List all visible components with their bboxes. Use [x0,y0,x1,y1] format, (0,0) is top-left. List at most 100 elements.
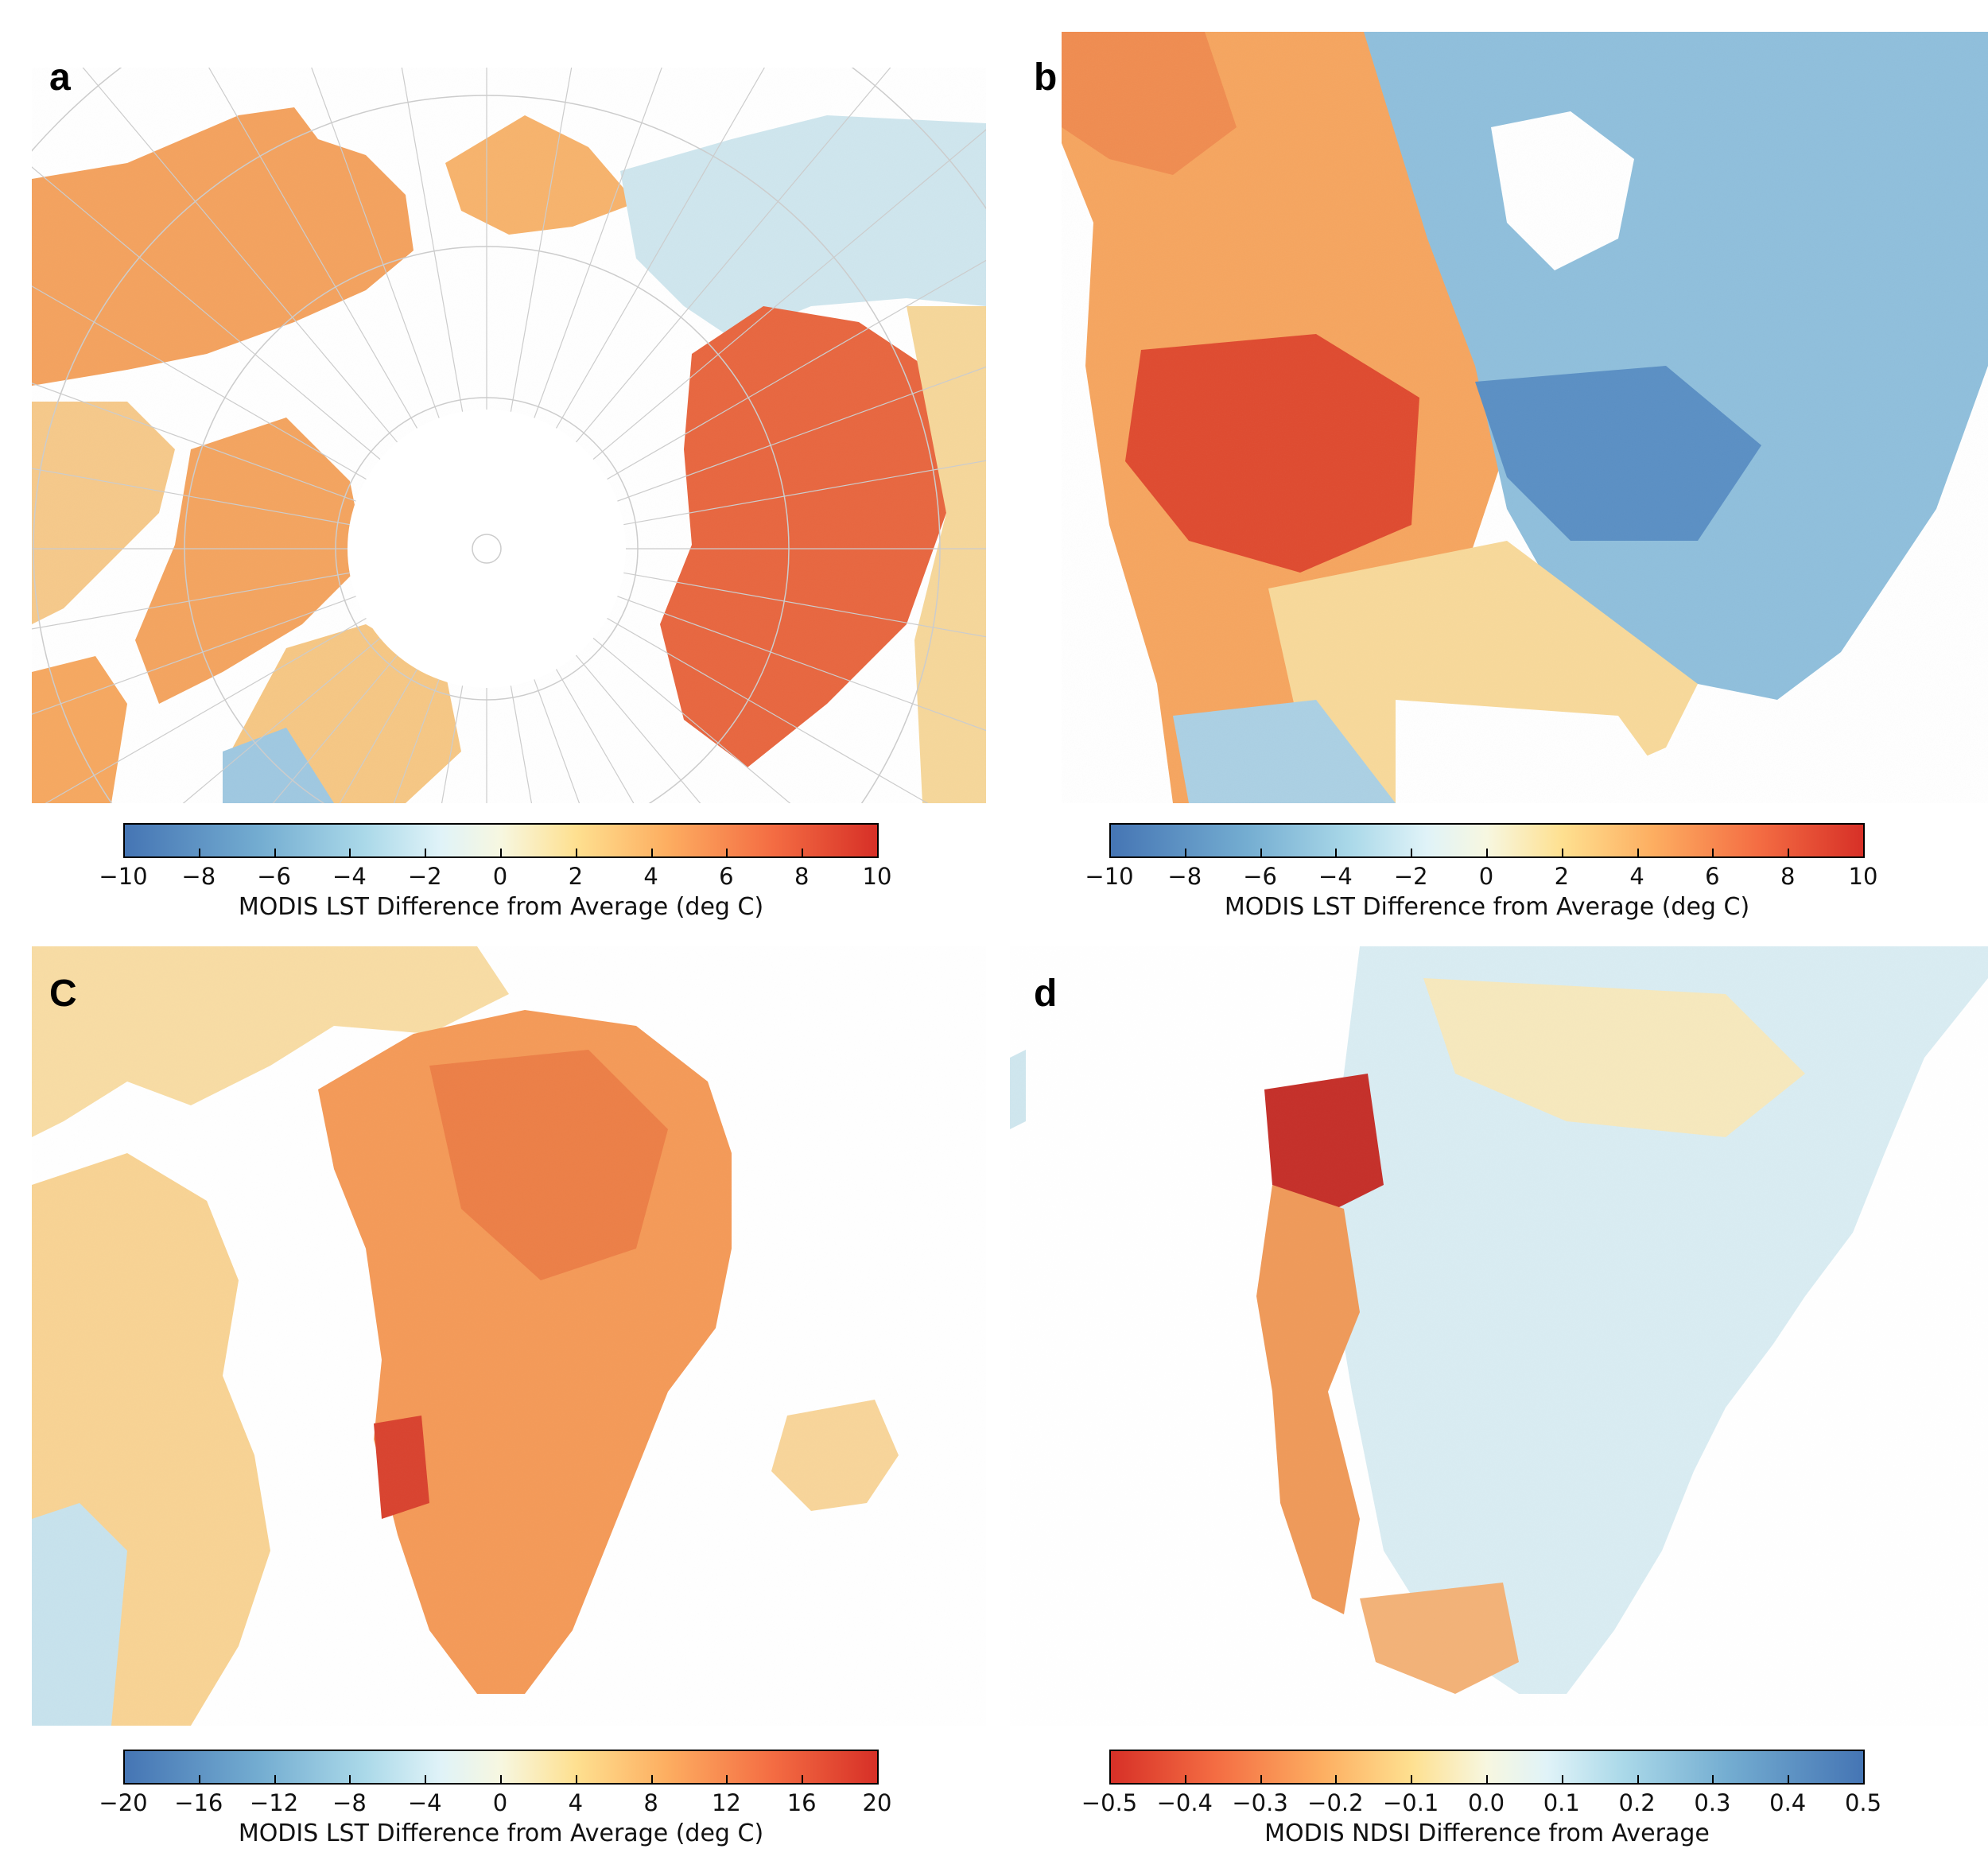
colorbar-tick-label: −6 [257,863,291,890]
colorbar-tick-label: −6 [1243,863,1277,890]
colorbar-tick [726,849,728,858]
colorbar-tick-label: −12 [249,1789,299,1816]
meridian-line [491,68,662,536]
meridian-line [500,550,986,638]
meridian-line [499,259,986,542]
colorbar-tick [349,849,351,858]
meridian-line [82,68,478,538]
colorbar-tick-label: 8 [643,1789,658,1816]
meridian-line [499,553,986,732]
panel-letter-b: b [1034,56,1058,99]
colorbar-b: −10 −8 −6 −4 −2 0 2 4 6 8 10 MODIS LST Difference f… [1085,823,1877,946]
meridian-line [441,562,485,803]
colorbar-tick-label: −20 [99,1789,148,1816]
colorbar-tick [802,849,804,858]
meridian-line [32,285,475,542]
colorbar-tick [1184,849,1186,858]
colorbar-tick [500,849,502,858]
meridian-line [272,559,478,803]
meridian-line [401,68,485,535]
colorbar-tick [1486,849,1488,858]
colorbar-tick [575,849,577,858]
colorbar-tick [650,1775,653,1785]
colorbar-tick-label: 0 [492,863,508,890]
meridian-line [32,166,476,540]
colorbar-tick-label: 4 [643,863,658,890]
colorbar-tick-label: 8 [1780,863,1796,890]
colorbar-tick [802,1775,804,1785]
colorbar-tick [349,1775,351,1785]
colorbar-tick [1788,1775,1790,1785]
meridian-line [493,68,765,537]
colorbar-tick-label: −0.4 [1156,1789,1213,1816]
colorbar-tick [877,1775,879,1785]
colorbar-tick [1637,849,1639,858]
colorbar-tick [198,849,200,858]
colorbar-title: MODIS NDSI Difference from Average [1264,1820,1710,1847]
colorbar-tick [575,1775,577,1785]
colorbar-tick [1486,1775,1488,1785]
colorbar-tick-label: 0.2 [1618,1789,1656,1816]
meridian-line [32,468,473,547]
meridian-line [32,553,474,715]
meridian-line [499,555,929,803]
meridian-line [491,561,580,803]
panel-letter-a: a [49,56,71,99]
colorbar-tick-label: −4 [407,1789,442,1816]
colorbar-tick-label: 20 [862,1789,892,1816]
colorbar-tick [1109,849,1111,858]
colorbar-tick [425,1775,427,1785]
colorbar-tick [1788,849,1790,858]
colorbar-tick-label: −0.2 [1307,1789,1364,1816]
colorbar-tick-label: 0.4 [1769,1789,1807,1816]
panel-letter-c: C [49,973,77,1015]
colorbar-tick-label: −0.1 [1382,1789,1439,1816]
colorbar-tick-label: 8 [794,863,810,890]
arctic-lst-map-svg [32,68,986,803]
colorbar-tick-label: 0 [1478,863,1494,890]
colorbar-title: MODIS LST Difference from Average (deg C… [238,1820,764,1847]
meridian-line [500,460,986,547]
colorbar-tick-label: −10 [99,863,148,890]
meridian-line [495,68,891,538]
meridian-line [311,68,483,536]
greenland-ndsi-map [1010,946,1988,1726]
colorbar-tick [1561,1775,1563,1785]
arctic-lst-map [32,68,986,803]
colorbar-tick-label: 0.0 [1467,1789,1505,1816]
colorbar-tick [650,849,653,858]
colorbar-tick [198,1775,200,1785]
colorbar-tick-label: 6 [719,863,734,890]
meridian-line [495,559,701,803]
graticule-meridians [32,68,986,803]
colorbar-tick [877,849,879,858]
meridian-line [497,557,791,803]
colorbar-tick-label: −2 [1393,863,1428,890]
colorbar-tick-label: −0.3 [1232,1789,1288,1816]
greenland-lst-map-svg [32,946,986,1726]
colorbar-tick [123,1775,125,1785]
colorbar-tick-label: −2 [407,863,442,890]
colorbar-tick [274,1775,276,1785]
meridian-line [393,561,483,803]
colorbar-tick-label: 0.5 [1844,1789,1882,1816]
colorbar-tick-label: 0 [492,1789,508,1816]
colorbar-tick-label: −8 [1167,863,1202,890]
colorbar-title: MODIS LST Difference from Average (deg C… [238,893,764,921]
colorbar-tick [500,1775,502,1785]
colorbar-tick [1863,1775,1865,1785]
panel-letter-d: d [1034,973,1058,1015]
colorbar-tick-label: −4 [332,863,367,890]
colorbar-tick [1712,1775,1714,1785]
colorbar-a: −10 −8 −6 −4 −2 0 2 4 6 8 10 MODIS LST Difference f… [99,823,891,946]
colorbar-tick-label: −4 [1318,863,1353,890]
colorbar-tick [726,1775,728,1785]
meridian-line [32,383,474,545]
colorbar-tick [1863,849,1865,858]
colorbar-tick [1109,1775,1111,1785]
colorbar-tick [1561,849,1563,858]
colorbar-tick-label: 2 [568,863,584,890]
meridian-line [339,561,480,803]
colorbar-tick [1712,849,1714,858]
meridian-line [488,562,533,803]
